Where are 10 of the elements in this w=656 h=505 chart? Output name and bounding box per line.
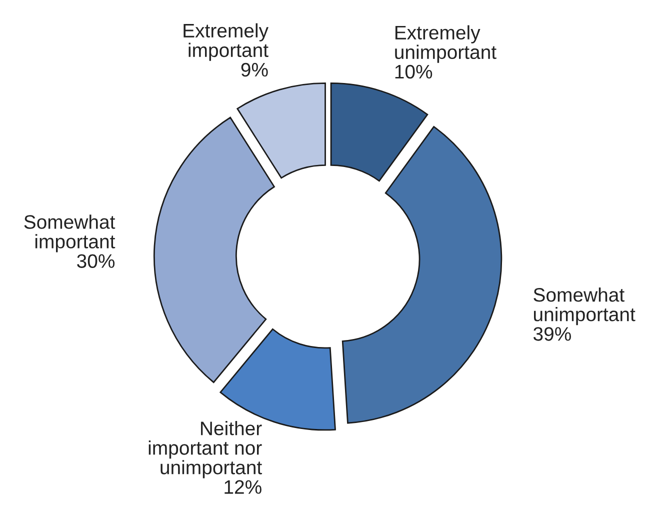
data-label: 10% bbox=[395, 64, 432, 79]
slice-label: Extremely unimportant bbox=[395, 25, 496, 63]
data-label: 9% bbox=[241, 62, 268, 77]
data-label: 39% bbox=[533, 327, 571, 341]
data-label: 30% bbox=[77, 254, 115, 268]
data-label: 12% bbox=[224, 480, 262, 494]
slice-label: Somewhat important bbox=[24, 214, 116, 252]
slice-label: Somewhat unimportant bbox=[534, 287, 636, 326]
slice-label: Extremely important bbox=[184, 23, 268, 61]
slice-label: Neither important nor unimportant bbox=[148, 421, 262, 478]
